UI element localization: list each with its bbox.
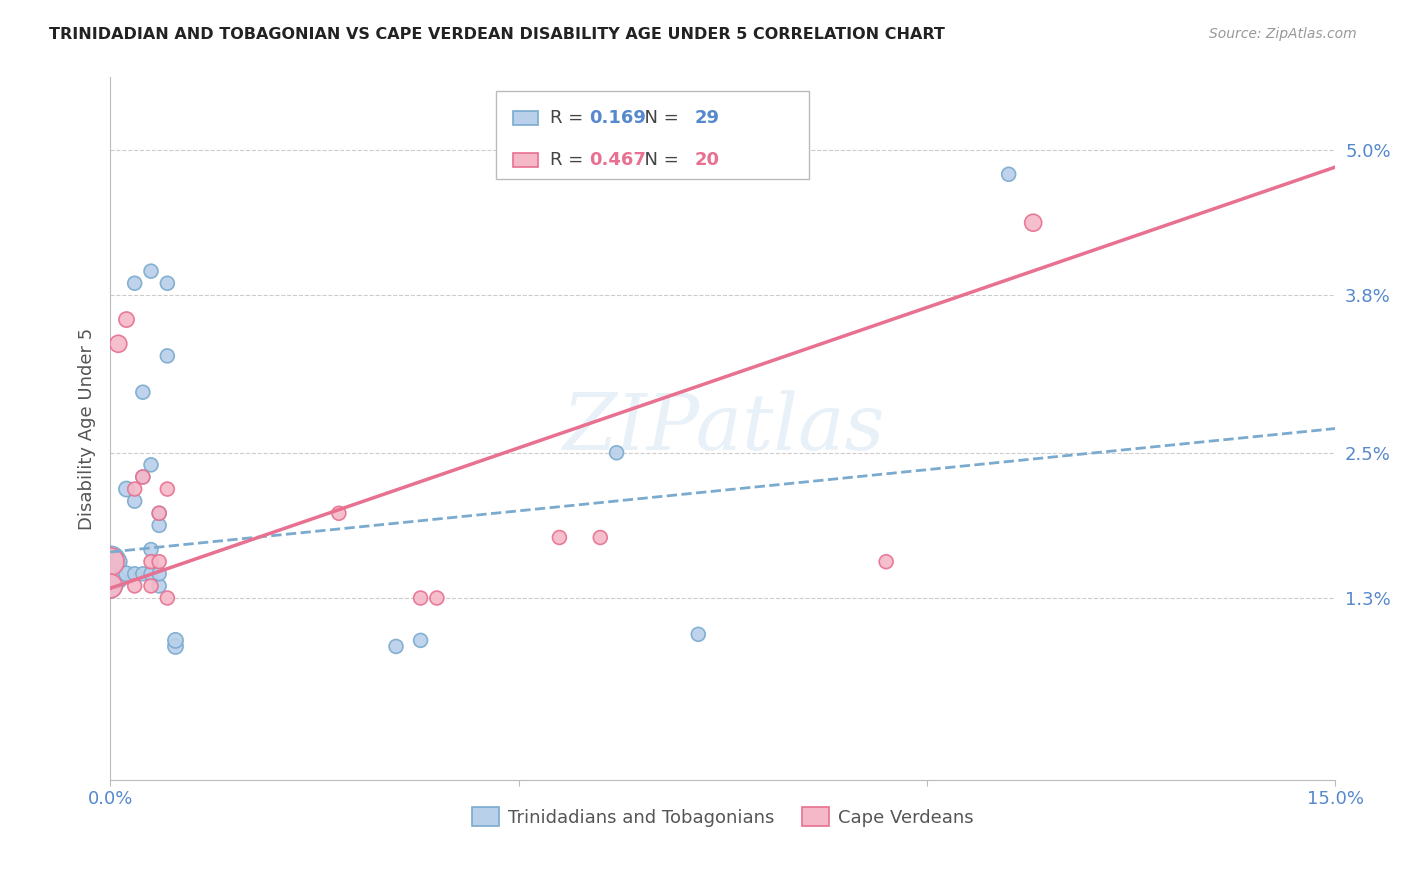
Point — [156, 591, 179, 605]
Point — [997, 167, 1019, 181]
Point — [132, 470, 155, 484]
Point — [132, 566, 155, 581]
Point — [139, 458, 162, 472]
Point — [98, 579, 121, 593]
Point — [426, 591, 449, 605]
Point — [328, 506, 350, 520]
Text: 29: 29 — [695, 109, 720, 128]
Point — [139, 566, 162, 581]
Text: Source: ZipAtlas.com: Source: ZipAtlas.com — [1209, 27, 1357, 41]
Text: TRINIDADIAN AND TOBAGONIAN VS CAPE VERDEAN DISABILITY AGE UNDER 5 CORRELATION CH: TRINIDADIAN AND TOBAGONIAN VS CAPE VERDE… — [49, 27, 945, 42]
Point — [148, 555, 170, 569]
Point — [385, 640, 408, 654]
Text: 0.169: 0.169 — [589, 109, 647, 128]
Text: 20: 20 — [695, 151, 720, 169]
Point — [124, 494, 146, 508]
Point — [107, 555, 129, 569]
Point — [606, 446, 628, 460]
Point — [875, 555, 897, 569]
Point — [156, 277, 179, 291]
Y-axis label: Disability Age Under 5: Disability Age Under 5 — [79, 327, 96, 530]
Point — [165, 640, 187, 654]
Text: N =: N = — [633, 109, 685, 128]
Text: R =: R = — [550, 109, 589, 128]
Point — [124, 566, 146, 581]
Point — [156, 482, 179, 496]
FancyBboxPatch shape — [513, 153, 537, 167]
Legend: Trinidadians and Tobagonians, Cape Verdeans: Trinidadians and Tobagonians, Cape Verde… — [465, 800, 980, 834]
Point — [156, 349, 179, 363]
Point — [1022, 216, 1045, 230]
Point — [139, 542, 162, 557]
Text: ZIPatlas: ZIPatlas — [561, 391, 884, 467]
Point — [148, 566, 170, 581]
Point — [409, 633, 432, 648]
Point — [409, 591, 432, 605]
Point — [548, 531, 571, 545]
Point — [139, 579, 162, 593]
Point — [165, 633, 187, 648]
Text: 0.467: 0.467 — [589, 151, 647, 169]
Text: R =: R = — [550, 151, 589, 169]
FancyBboxPatch shape — [496, 92, 808, 179]
Point — [139, 264, 162, 278]
Point — [139, 555, 162, 569]
Point — [98, 555, 121, 569]
Point — [98, 555, 121, 569]
Point — [98, 579, 121, 593]
Point — [115, 482, 138, 496]
Point — [688, 627, 710, 641]
Point — [115, 566, 138, 581]
Point — [148, 579, 170, 593]
Point — [107, 573, 129, 587]
Point — [148, 518, 170, 533]
Point — [132, 470, 155, 484]
Point — [124, 277, 146, 291]
Point — [148, 506, 170, 520]
Point — [589, 531, 612, 545]
Point — [107, 336, 129, 351]
Point — [115, 312, 138, 326]
FancyBboxPatch shape — [513, 112, 537, 125]
Point — [124, 482, 146, 496]
Point — [124, 579, 146, 593]
Point — [148, 506, 170, 520]
Text: N =: N = — [633, 151, 685, 169]
Point — [132, 385, 155, 400]
